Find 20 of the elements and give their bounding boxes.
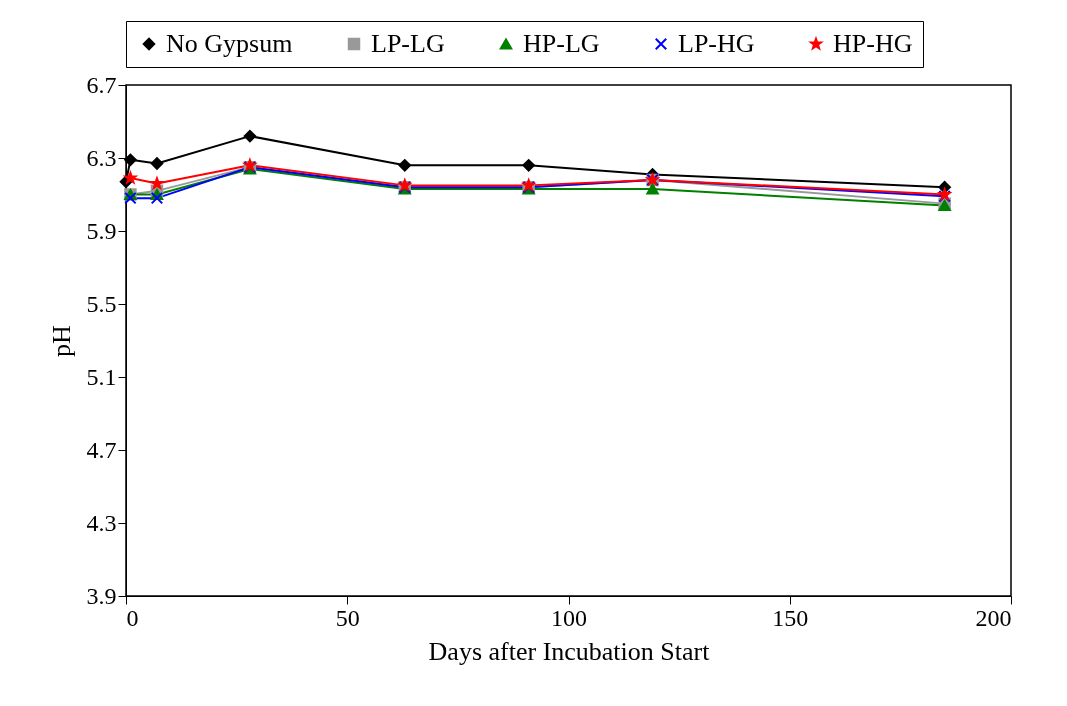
legend-label: HP-HG [833, 29, 913, 58]
y-tick-label: 5.9 [86, 217, 117, 244]
y-tick-label: 5.1 [86, 363, 117, 390]
y-tick-label: 6.3 [86, 144, 117, 171]
y-axis-title: pH [46, 324, 76, 357]
legend-label: HP-LG [523, 29, 600, 58]
y-tick-label: 3.9 [86, 582, 117, 609]
y-tick-label: 5.5 [86, 290, 117, 317]
y-tick-label: 4.7 [86, 436, 117, 463]
x-tick-label: 50 [335, 604, 360, 631]
legend-label: LP-LG [371, 29, 445, 58]
x-tick-label: 200 [975, 604, 1012, 631]
y-tick-label: 4.3 [86, 509, 117, 536]
legend-label: LP-HG [678, 29, 755, 58]
legend-label: No Gypsum [166, 29, 293, 58]
y-tick-label: 6.7 [86, 71, 117, 98]
x-tick-label: 150 [772, 604, 809, 631]
x-tick-label: 100 [551, 604, 587, 631]
x-axis-title: Days after Incubation Start [428, 636, 711, 666]
x-tick-label: 0 [126, 604, 139, 631]
